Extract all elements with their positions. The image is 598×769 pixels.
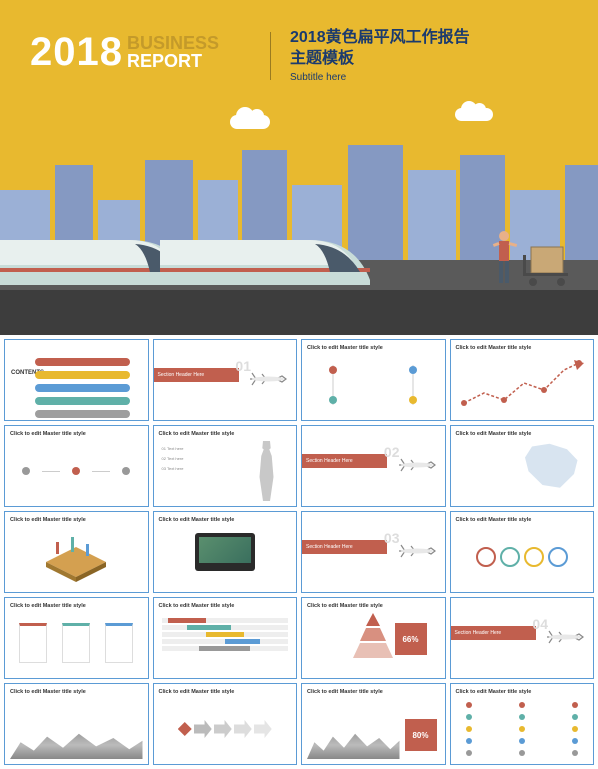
slide-thumbnail[interactable]: Section Header Here02	[301, 425, 446, 507]
cart-icon	[523, 245, 568, 287]
thumb-title: Click to edit Master title style	[159, 517, 292, 523]
thumb-title: Click to edit Master title style	[307, 345, 440, 351]
business-report-text: BUSINESS REPORT	[127, 34, 219, 70]
thumb-title: Click to edit Master title style	[456, 517, 589, 523]
thumb-title: Click to edit Master title style	[456, 345, 589, 351]
slide-thumbnail[interactable]: Section Header Here03	[301, 511, 446, 593]
laptop-icon	[195, 533, 255, 571]
silhouette-icon	[249, 441, 284, 501]
slide-thumbnail[interactable]: Click to edit Master title style01 Text …	[153, 425, 298, 507]
slide-thumbnail[interactable]: Click to edit Master title style	[153, 597, 298, 679]
cloud-icon	[455, 108, 493, 121]
slide-thumbnail[interactable]: Click to edit Master title style	[450, 511, 595, 593]
track	[0, 290, 598, 335]
mountain-graphic	[10, 731, 143, 759]
slide-thumbnail[interactable]: Click to edit Master title style	[301, 339, 446, 421]
worker-icon	[490, 229, 518, 287]
plane-icon	[397, 542, 437, 560]
cn-title-line2: 主题模板	[290, 49, 470, 70]
thumb-title: Click to edit Master title style	[159, 689, 292, 695]
slide-thumbnail[interactable]: Click to edit Master title style	[153, 511, 298, 593]
thumb-title: Click to edit Master title style	[10, 603, 143, 609]
china-map-icon	[518, 441, 588, 496]
plane-icon	[248, 370, 288, 388]
slide-thumbnail[interactable]: Click to edit Master title style66%	[301, 597, 446, 679]
thumb-title: Click to edit Master title style	[159, 431, 292, 437]
slide-thumbnail[interactable]: CONTENTS	[4, 339, 149, 421]
hero-slide: 2018 BUSINESS REPORT 2018黄色扁平风工作报告 主题模板 …	[0, 0, 598, 335]
plane-icon	[397, 456, 437, 474]
slide-thumbnail[interactable]: Click to edit Master title style	[4, 597, 149, 679]
slide-thumbnail[interactable]: Click to edit Master title style	[450, 425, 595, 507]
train-icon	[160, 230, 370, 285]
cloud-icon	[230, 115, 270, 129]
thumb-title: Click to edit Master title style	[10, 431, 143, 437]
year-text: 2018	[30, 30, 123, 75]
thumb-title: Click to edit Master title style	[159, 603, 292, 609]
slide-thumbnail[interactable]: Click to edit Master title style	[4, 425, 149, 507]
subtitle-text: Subtitle here	[290, 72, 470, 83]
slide-thumbnail[interactable]: Section Header Here04	[450, 597, 595, 679]
chinese-title-block: 2018黄色扁平风工作报告 主题模板 Subtitle here	[290, 28, 470, 83]
slide-thumbnail[interactable]: Click to edit Master title style	[4, 683, 149, 765]
slide-thumbnail[interactable]: Click to edit Master title style80%	[301, 683, 446, 765]
thumb-title: Click to edit Master title style	[10, 517, 143, 523]
thumb-title: Click to edit Master title style	[456, 689, 589, 695]
thumb-title: Click to edit Master title style	[307, 603, 440, 609]
plane-icon	[545, 628, 585, 646]
thumb-title: Click to edit Master title style	[456, 431, 589, 437]
hero-title-block: 2018 BUSINESS REPORT	[30, 30, 219, 75]
slide-thumbnail[interactable]: Click to edit Master title style	[4, 511, 149, 593]
slide-thumbnail[interactable]: Click to edit Master title style	[450, 683, 595, 765]
slide-thumbnail[interactable]: Click to edit Master title style	[153, 683, 298, 765]
thumbnail-grid: CONTENTSSection Header Here01Click to ed…	[0, 335, 598, 769]
thumb-title: Click to edit Master title style	[10, 689, 143, 695]
vertical-divider	[270, 32, 271, 80]
slide-thumbnail[interactable]: Click to edit Master title style	[450, 339, 595, 421]
thumb-title: Click to edit Master title style	[307, 689, 440, 695]
slide-thumbnail[interactable]: Section Header Here01	[153, 339, 298, 421]
cn-title-line1: 2018黄色扁平风工作报告	[290, 28, 470, 49]
mountain-graphic	[307, 731, 400, 759]
